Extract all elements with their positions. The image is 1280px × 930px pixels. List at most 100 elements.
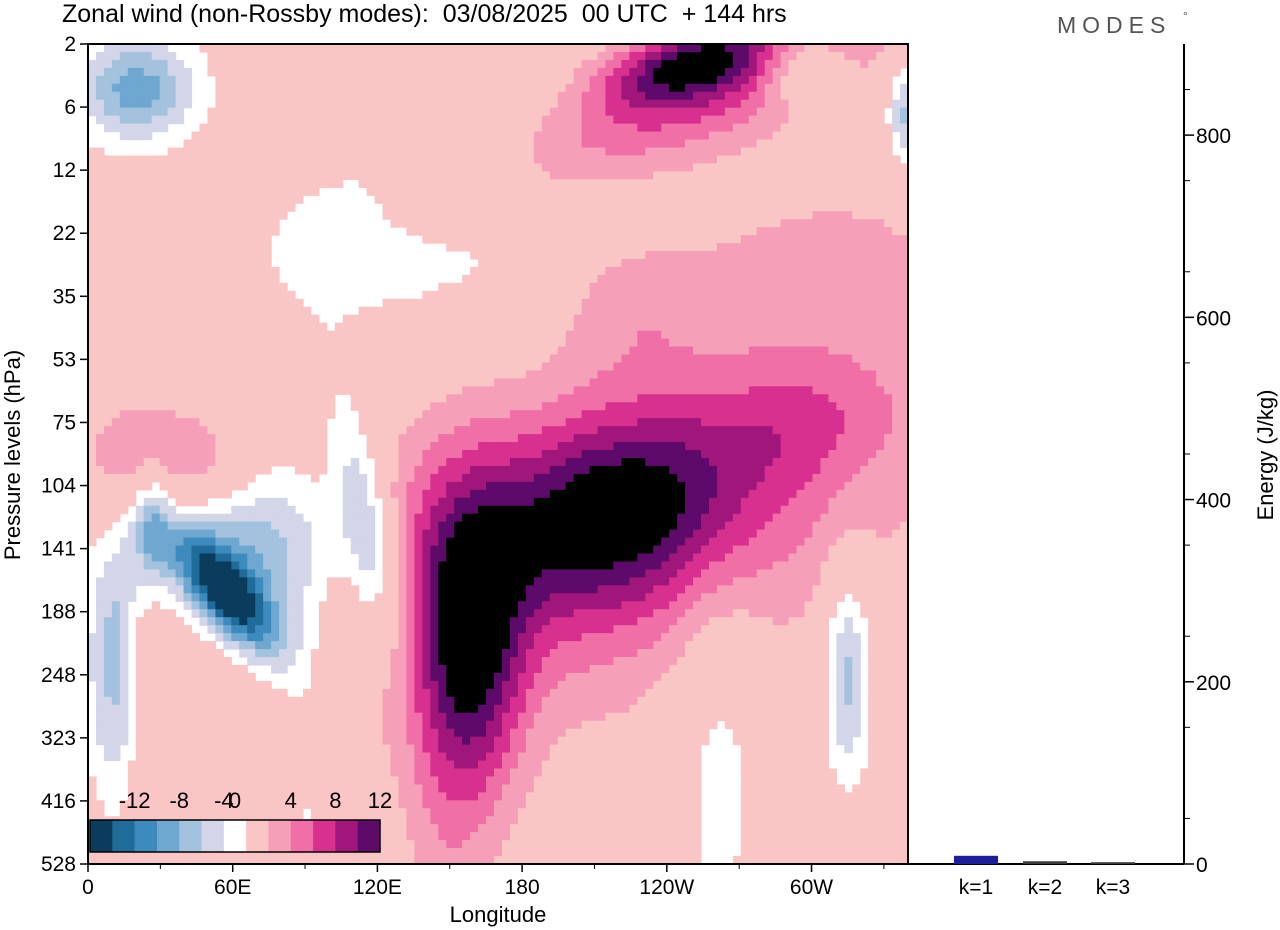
heatmap-cell (111, 155, 121, 165)
heatmap-cell (127, 457, 137, 467)
heatmap-cell (677, 370, 686, 379)
heatmap-cell (732, 243, 742, 252)
heatmap-cell (677, 322, 686, 332)
heatmap-cell (669, 258, 678, 268)
heatmap-cell (669, 187, 678, 196)
heatmap-cell (549, 370, 559, 379)
heatmap-cell (764, 139, 774, 149)
heatmap-cell (486, 107, 495, 117)
heatmap-cell (143, 243, 153, 252)
heatmap-cell (637, 51, 646, 61)
heatmap-cell (294, 418, 304, 427)
heatmap-cell (756, 195, 766, 204)
heatmap-cell (119, 83, 129, 93)
heatmap-cell (255, 243, 264, 252)
heatmap-cell (279, 450, 288, 459)
heatmap-cell (119, 338, 129, 348)
heatmap-cell (653, 203, 662, 212)
heatmap-cell (637, 354, 646, 364)
heatmap-cell (478, 250, 487, 260)
heatmap-cell (167, 179, 177, 188)
heatmap-cell (263, 83, 272, 93)
heatmap-cell (95, 378, 105, 387)
heatmap-cell (900, 338, 908, 348)
heatmap-cell (167, 243, 177, 252)
heatmap-cell (390, 75, 400, 85)
heatmap-cell (342, 322, 352, 332)
heatmap-cell (605, 163, 615, 172)
heatmap-cell (772, 179, 782, 188)
heatmap-cell (677, 123, 686, 133)
heatmap-cell (677, 203, 686, 212)
heatmap-cell (374, 314, 384, 324)
heatmap-cell (159, 434, 169, 443)
heatmap-cell (637, 59, 646, 69)
heatmap-cell (836, 131, 845, 141)
heatmap-cell (111, 266, 121, 276)
heatmap-cell (263, 235, 272, 244)
heatmap-cell (486, 338, 495, 348)
heatmap-cell (732, 410, 742, 419)
heatmap-cell (191, 235, 201, 244)
heatmap-cell (501, 123, 511, 133)
heatmap-cell (239, 386, 248, 395)
heatmap-cell (255, 298, 264, 308)
heatmap-cell (430, 123, 439, 133)
heatmap-cell (637, 91, 646, 101)
heatmap-cell (605, 99, 615, 109)
heatmap-cell (557, 211, 567, 220)
heatmap-cell (494, 51, 503, 61)
heatmap-cell (748, 211, 758, 220)
heatmap-cell (621, 107, 630, 117)
heatmap-cell (111, 123, 121, 133)
heatmap-cell (868, 362, 877, 372)
heatmap-cell (486, 314, 495, 324)
heatmap-cell (342, 131, 352, 141)
heatmap-cell (422, 354, 431, 364)
heatmap-cell (486, 195, 495, 204)
heatmap-cell (661, 418, 670, 427)
heatmap-cell (597, 155, 607, 165)
heatmap-cell (119, 171, 129, 180)
heatmap-cell (263, 219, 272, 228)
heatmap-cell (287, 362, 296, 372)
heatmap-cell (422, 394, 431, 403)
heatmap-cell (868, 83, 877, 93)
heatmap-cell (103, 402, 113, 411)
heatmap-cell (732, 426, 742, 435)
heatmap-cell (541, 314, 551, 324)
heatmap-cell (271, 362, 280, 372)
heatmap-cell (621, 59, 630, 69)
heatmap-cell (470, 442, 479, 451)
heatmap-cell (119, 243, 129, 252)
heatmap-cell (828, 235, 837, 244)
heatmap-cell (414, 370, 423, 379)
heatmap-cell (191, 187, 201, 196)
heatmap-cell (111, 282, 121, 292)
heatmap-cell (501, 51, 511, 61)
heatmap-cell (239, 338, 248, 348)
heatmap-cell (494, 258, 503, 268)
heatmap-cell (175, 450, 185, 459)
heatmap-cell (549, 99, 559, 109)
heatmap-cell (661, 44, 670, 53)
heatmap-cell (390, 362, 400, 372)
heatmap-cell (780, 298, 790, 308)
heatmap-cell (135, 67, 145, 77)
heatmap-cell (565, 290, 575, 300)
heatmap-cell (509, 354, 519, 364)
heatmap-cell (852, 171, 861, 180)
heatmap-cell (422, 370, 431, 379)
heatmap-cell (828, 426, 837, 435)
heatmap-cell (462, 274, 471, 284)
heatmap-cell (422, 44, 431, 53)
heatmap-cell (900, 99, 908, 109)
heatmap-cell (263, 203, 272, 212)
heatmap-cell (525, 235, 535, 244)
heatmap-cell (271, 187, 280, 196)
heatmap-cell (239, 123, 248, 133)
heatmap-cell (478, 227, 487, 236)
heatmap-cell (342, 75, 352, 85)
heatmap-cell (239, 83, 248, 93)
heatmap-cell (215, 418, 224, 427)
